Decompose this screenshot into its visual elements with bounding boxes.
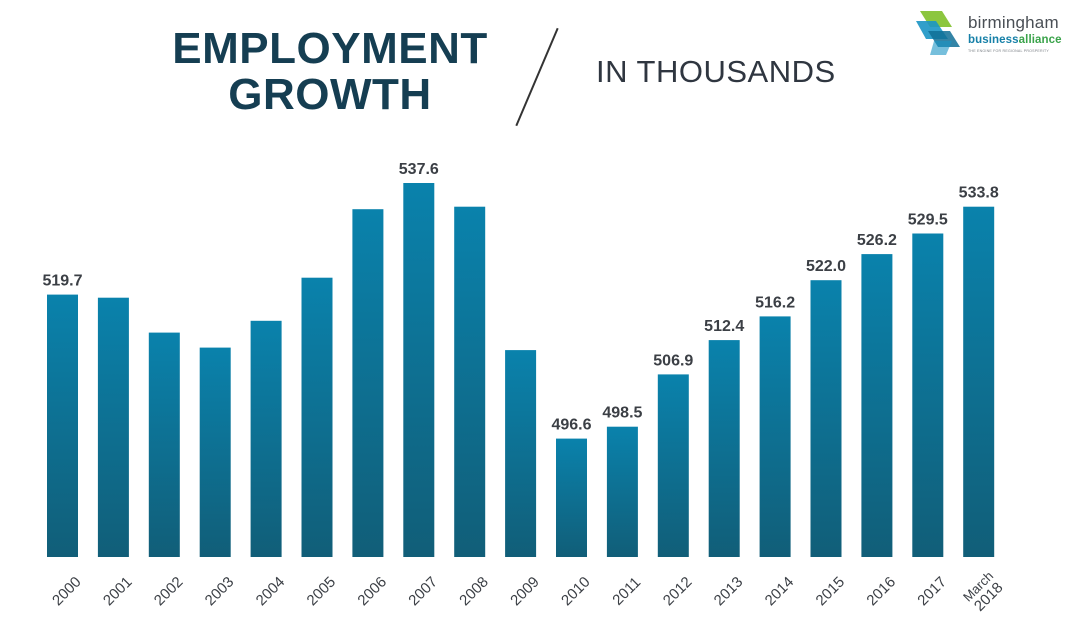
x-tick-label-2012: 2012	[660, 574, 696, 610]
logo-word-birmingham: birmingham	[968, 13, 1059, 32]
bar-2017	[912, 233, 944, 557]
bar-2006	[352, 209, 384, 557]
bar-2010	[556, 438, 587, 557]
bar-2001	[97, 297, 129, 557]
chart-title: EMPLOYMENT GROWTH	[160, 26, 500, 118]
x-tick-label-2008: 2008	[456, 574, 492, 610]
value-label-2014: 516.2	[755, 294, 795, 311]
x-tick-label-2004: 2004	[253, 574, 289, 610]
bars-group	[47, 183, 995, 557]
x-tick-label-2017: 2017	[914, 574, 950, 610]
x-tick-label-2002: 2002	[151, 574, 187, 610]
bar-2007	[403, 183, 435, 557]
value-label-2016: 526.2	[857, 232, 897, 249]
bar-2009	[505, 350, 537, 557]
birmingham-business-alliance-logo: birmingham businessalliance THE ENGINE F…	[912, 7, 1072, 59]
logo-tagline: THE ENGINE FOR REGIONAL PROSPERITY	[968, 49, 1049, 53]
title-line-1: EMPLOYMENT	[172, 24, 488, 73]
x-tick-label-2010: 2010	[558, 574, 594, 610]
logo-word-business-alliance: businessalliance	[968, 34, 1062, 46]
value-label-march-2018: 533.8	[959, 185, 999, 202]
value-label-2007: 537.6	[399, 161, 439, 178]
bar-2011	[606, 426, 638, 557]
value-label-2012: 506.9	[653, 352, 693, 369]
bar-2014	[759, 316, 791, 557]
value-labels-group: 519.7 537.6 496.6 498.5 506.9 512.4 516.2 522.0…	[42, 161, 998, 434]
value-label-2017: 529.5	[908, 212, 948, 229]
bar-march-2018	[963, 206, 995, 557]
bar-2005	[301, 277, 333, 557]
value-label-2013: 512.4	[704, 318, 744, 335]
bar-2003	[199, 347, 231, 557]
x-tick-label-2007: 2007	[405, 574, 441, 610]
x-tick-label-2005: 2005	[304, 574, 340, 610]
value-label-2011: 498.5	[602, 405, 642, 422]
value-label-2000: 519.7	[42, 273, 82, 290]
logo-word-business: business	[968, 34, 1019, 46]
x-tick-label-2016: 2016	[863, 574, 899, 610]
x-tick-label-2013: 2013	[711, 574, 747, 610]
logo-arrows-icon	[916, 11, 960, 55]
title-line-2: GROWTH	[228, 70, 432, 119]
x-tick-label-2014: 2014	[762, 574, 798, 610]
x-tick-label-2015: 2015	[813, 574, 849, 610]
x-tick-label-2001: 2001	[100, 574, 136, 610]
bar-2015	[810, 280, 842, 557]
value-label-2015: 522.0	[806, 258, 846, 275]
x-tick-label-2003: 2003	[202, 574, 238, 610]
bar-2000	[47, 294, 78, 557]
x-tick-labels-group: 2000 2001 2002 2003 2004 2005 2006 2007 2008 2009…	[49, 568, 1007, 615]
x-tick-label-march-2018: March2018	[960, 568, 1007, 615]
value-label-2010: 496.6	[551, 417, 591, 434]
bar-2002	[148, 332, 180, 557]
bar-2004	[250, 320, 282, 557]
bar-2008	[454, 206, 486, 557]
bar-2012	[657, 374, 689, 557]
x-tick-label-2009: 2009	[507, 574, 543, 610]
logo-word-alliance: alliance	[1018, 34, 1062, 46]
x-tick-label-2011: 2011	[609, 574, 644, 609]
bar-2016	[861, 254, 893, 557]
x-tick-label-2006: 2006	[354, 574, 390, 610]
x-tick-label-2000: 2000	[49, 574, 85, 610]
bar-2013	[708, 340, 740, 557]
chart-subtitle: IN THOUSANDS	[596, 54, 836, 89]
